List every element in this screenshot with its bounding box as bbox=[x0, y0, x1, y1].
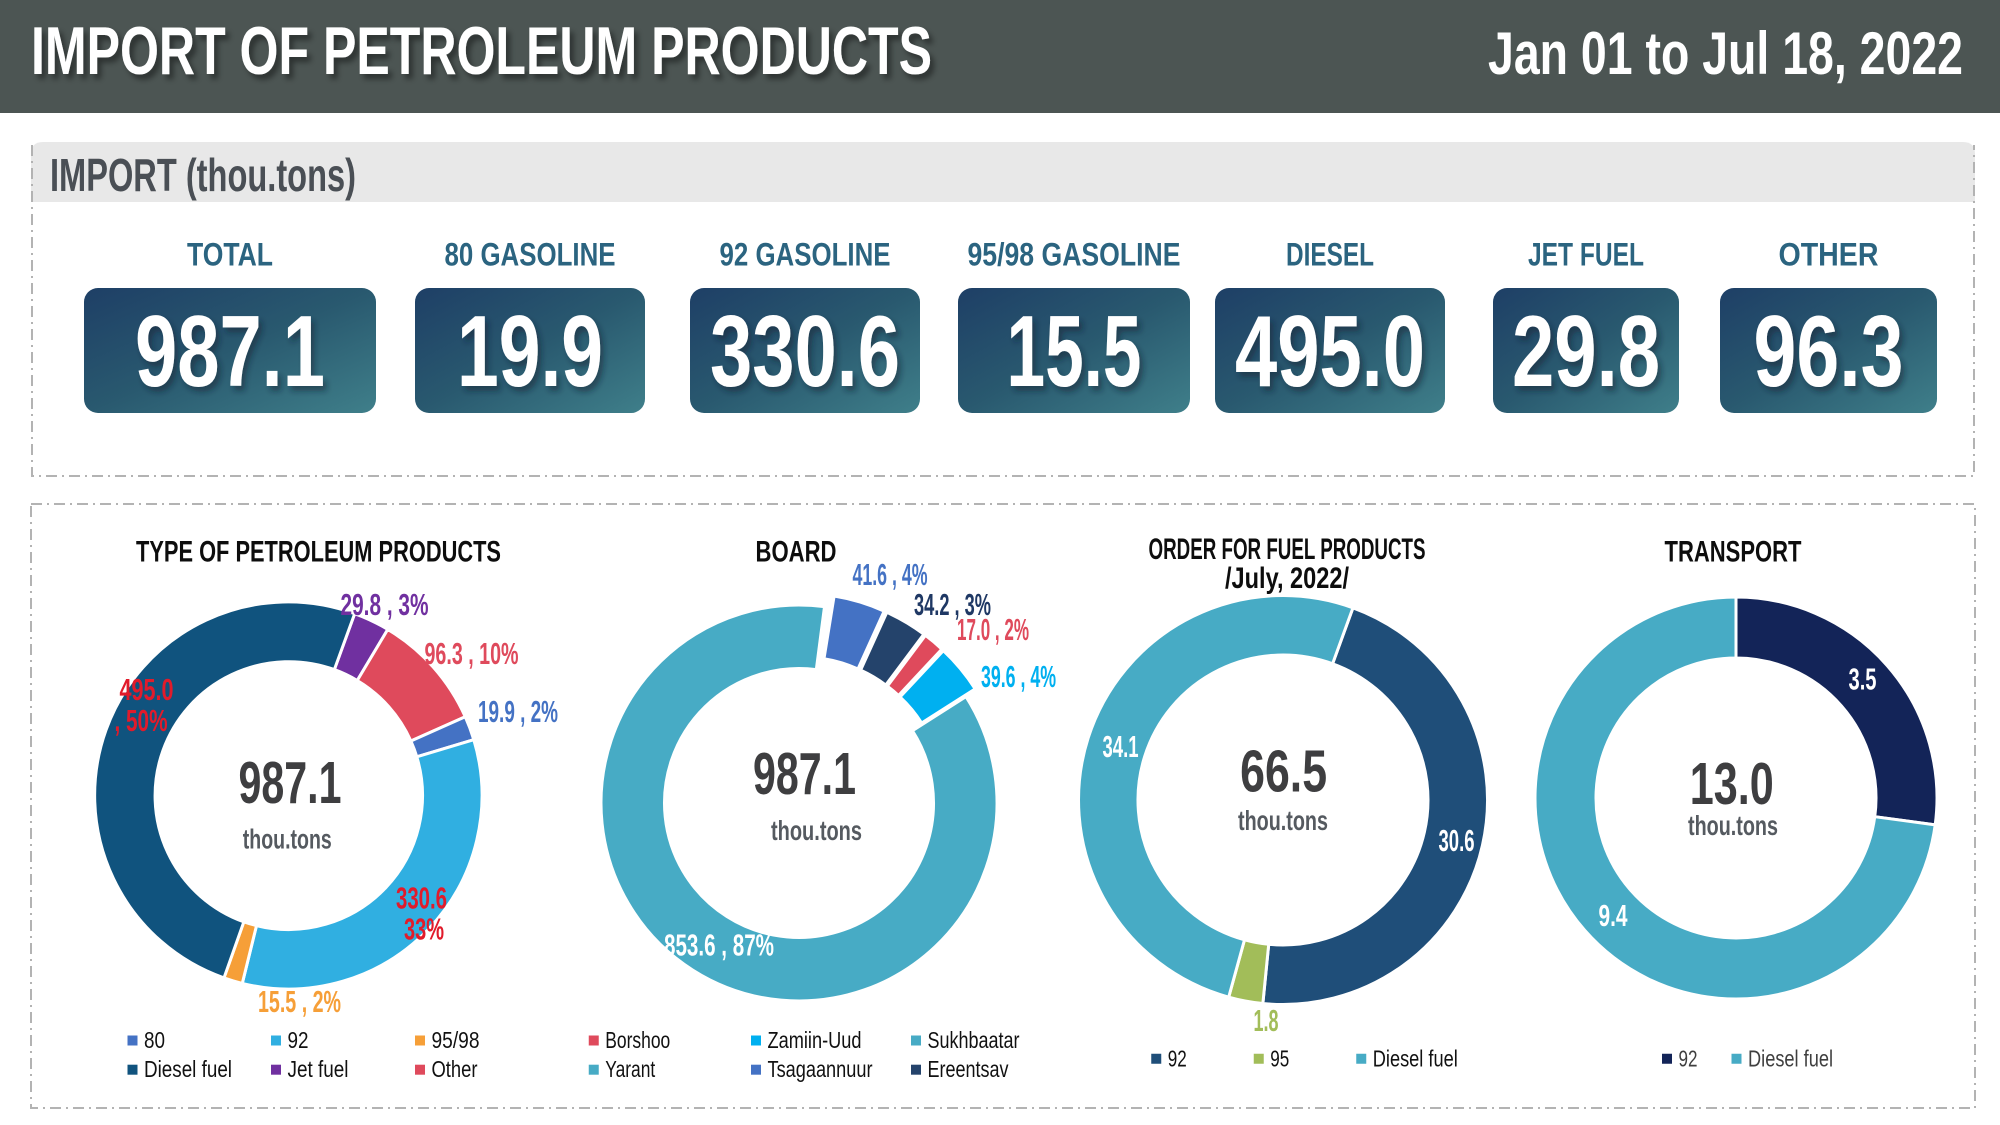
svg-text:92: 92 bbox=[1168, 1045, 1187, 1071]
svg-text:thou.tons: thou.tons bbox=[1688, 810, 1778, 841]
svg-text:ORDER FOR FUEL PRODUCTS: ORDER FOR FUEL PRODUCTS bbox=[1149, 533, 1426, 566]
svg-text:19.9: 19.9 bbox=[457, 296, 603, 408]
svg-text:9.4: 9.4 bbox=[1599, 898, 1629, 933]
svg-text:Diesel fuel: Diesel fuel bbox=[144, 1056, 232, 1082]
svg-text:80 GASOLINE: 80 GASOLINE bbox=[445, 237, 616, 273]
svg-text:DIESEL: DIESEL bbox=[1286, 237, 1374, 273]
svg-text:853.6 , 87%: 853.6 , 87% bbox=[664, 928, 774, 963]
svg-text:thou.tons: thou.tons bbox=[771, 815, 862, 846]
svg-text:95/98: 95/98 bbox=[432, 1027, 480, 1053]
svg-text:33%: 33% bbox=[404, 912, 444, 947]
svg-text:Ereentsav: Ereentsav bbox=[928, 1056, 1009, 1082]
svg-text:41.6 , 4%: 41.6 , 4% bbox=[853, 557, 928, 592]
svg-text:JET FUEL: JET FUEL bbox=[1528, 237, 1644, 273]
svg-text:TRANSPORT: TRANSPORT bbox=[1665, 536, 1802, 569]
svg-text:TOTAL: TOTAL bbox=[187, 237, 273, 273]
svg-text:, 50%: , 50% bbox=[115, 703, 168, 738]
svg-text:19.9 , 2%: 19.9 , 2% bbox=[478, 694, 558, 729]
svg-text:96.3 , 10%: 96.3 , 10% bbox=[425, 636, 519, 671]
svg-text:13.0: 13.0 bbox=[1690, 751, 1774, 817]
svg-text:495.0: 495.0 bbox=[1235, 296, 1425, 408]
svg-text:OTHER: OTHER bbox=[1779, 237, 1879, 273]
svg-text:987.1: 987.1 bbox=[239, 750, 342, 816]
svg-text:IMPORT OF PETROLEUM PRODUCTS: IMPORT OF PETROLEUM PRODUCTS bbox=[31, 13, 932, 89]
svg-text:66.5: 66.5 bbox=[1240, 739, 1327, 805]
svg-text:Diesel fuel: Diesel fuel bbox=[1373, 1045, 1458, 1071]
svg-text:Borshoo: Borshoo bbox=[605, 1027, 670, 1053]
svg-text:/July, 2022/: /July, 2022/ bbox=[1225, 562, 1350, 595]
svg-text:29.8: 29.8 bbox=[1512, 296, 1660, 408]
svg-text:39.6 , 4%: 39.6 , 4% bbox=[981, 659, 1056, 694]
svg-text:95: 95 bbox=[1270, 1045, 1289, 1071]
svg-text:TYPE OF PETROLEUM PRODUCTS: TYPE OF PETROLEUM PRODUCTS bbox=[136, 536, 501, 569]
svg-text:thou.tons: thou.tons bbox=[243, 824, 332, 855]
svg-text:thou.tons: thou.tons bbox=[1238, 805, 1328, 836]
svg-text:330.6: 330.6 bbox=[710, 296, 900, 408]
svg-text:987.1: 987.1 bbox=[135, 296, 325, 408]
svg-text:Sukhbaatar: Sukhbaatar bbox=[928, 1027, 1020, 1053]
svg-text:BOARD: BOARD bbox=[756, 536, 837, 569]
svg-text:34.1: 34.1 bbox=[1103, 729, 1139, 764]
svg-text:96.3: 96.3 bbox=[1754, 296, 1904, 408]
svg-text:3.5: 3.5 bbox=[1849, 662, 1877, 697]
svg-text:Jan 01 to Jul 18, 2022: Jan 01 to Jul 18, 2022 bbox=[1488, 20, 1963, 87]
svg-text:15.5: 15.5 bbox=[1007, 296, 1142, 408]
svg-text:IMPORT (thou.tons): IMPORT (thou.tons) bbox=[50, 149, 356, 201]
svg-text:Tsagaannuur: Tsagaannuur bbox=[768, 1056, 873, 1082]
svg-text:Other: Other bbox=[432, 1056, 478, 1082]
svg-text:92: 92 bbox=[288, 1027, 309, 1053]
svg-text:92: 92 bbox=[1679, 1045, 1698, 1071]
svg-text:34.2 , 3%: 34.2 , 3% bbox=[914, 587, 991, 622]
svg-text:1.8: 1.8 bbox=[1254, 1003, 1279, 1038]
svg-text:Zamiin-Uud: Zamiin-Uud bbox=[768, 1027, 862, 1053]
svg-text:92 GASOLINE: 92 GASOLINE bbox=[720, 237, 891, 273]
svg-text:15.5 , 2%: 15.5 , 2% bbox=[258, 984, 341, 1019]
svg-text:330.6: 330.6 bbox=[396, 881, 447, 916]
svg-text:17.0 , 2%: 17.0 , 2% bbox=[957, 612, 1029, 647]
svg-text:80: 80 bbox=[144, 1027, 165, 1053]
svg-text:987.1: 987.1 bbox=[753, 741, 856, 807]
svg-text:Yarant: Yarant bbox=[605, 1056, 655, 1082]
svg-text:Jet fuel: Jet fuel bbox=[288, 1056, 349, 1082]
svg-text:30.6: 30.6 bbox=[1439, 823, 1475, 858]
svg-text:Diesel fuel: Diesel fuel bbox=[1748, 1045, 1833, 1071]
svg-text:95/98 GASOLINE: 95/98 GASOLINE bbox=[968, 237, 1181, 273]
svg-text:29.8 , 3%: 29.8 , 3% bbox=[341, 587, 429, 622]
svg-text:495.0: 495.0 bbox=[120, 672, 174, 707]
